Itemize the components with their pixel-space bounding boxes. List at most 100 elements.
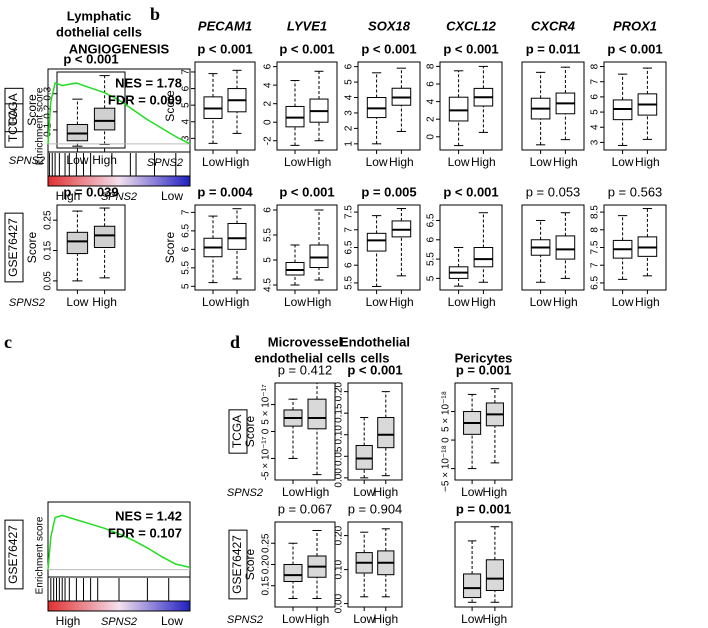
plot-frame [454,521,513,608]
box [285,262,305,276]
y-tick-label: 0 [441,437,452,443]
y-tick-label: 8 [426,63,437,69]
y-tick-label: 0.10 [334,425,345,445]
x-tick-label: High [553,295,578,309]
panel-title: Lymphatic [67,8,132,23]
y-axis-label: Score [243,416,257,448]
x-tick-label: High [553,155,578,169]
y-tick-label: 6.5 [590,276,601,290]
panel-title: ANGIOGENESIS [69,41,170,56]
box [309,244,329,268]
y-axis-label: Score [25,232,39,264]
panel-title: dothelial cells [56,24,142,39]
y-tick-label: 6 [181,246,192,252]
x-tick-label: High [92,153,117,167]
plot-frame [347,521,403,608]
y-tick-label: 2 [263,100,274,106]
x-tick-label: High [305,485,330,499]
p-value: p = 0.412 [278,362,333,377]
panel-title: CXCL12 [446,18,497,33]
box [227,222,247,250]
x-tick-label: Low [353,612,375,626]
y-tick-label: 2 [426,116,437,122]
plot-frame [439,204,503,291]
x-tick-label: Low [461,485,483,499]
plot-frame [357,61,421,151]
x-tick-label: High [307,155,332,169]
p-value: p < 0.001 [63,51,118,66]
x-tick-label: Low [353,485,375,499]
y-tick-label: 7 [590,79,601,85]
y-tick-label: 6.5 [181,223,192,237]
y-tick-label: 3 [181,135,192,141]
y-tick-label: -2 [263,136,274,145]
p-value: p < 0.001 [361,41,416,56]
panel-letter: c [4,332,12,352]
annotation: NES = 1.78 [115,75,182,90]
row-label-box [228,409,248,454]
panel-title: Endothelial [340,334,410,349]
y-tick-label: 0.15 [261,576,272,596]
y-tick-label: 0.05 [43,271,54,291]
y-tick-label: 4 [181,119,192,125]
x-axis-label: SPNS2 [101,191,137,203]
box [66,231,89,255]
p-value: p = 0.001 [456,501,511,516]
y-tick-label: 5.5 [181,260,192,274]
plot-frame [521,61,585,151]
x-tick-label: Low [282,485,304,499]
x-tick-label: Low [282,612,304,626]
y-tick-label: 8 [590,63,601,69]
y-tick-label: 3 [344,110,355,116]
y-tick-label: 3 [590,139,601,145]
y-tick-label: 8.5 [590,205,601,219]
y-axis-label: Score [163,232,177,264]
y-tick-label: 7 [181,209,192,215]
p-value: p < 0.001 [197,41,252,56]
y-tick-label: 0.15 [334,403,345,423]
y-tick-label: 8 [590,227,601,233]
row-label-box [4,519,24,590]
y-tick-label: 4 [344,94,355,100]
x-tick-label: High [92,295,117,309]
x-axis-label: SPNS2 [101,616,137,628]
y-axis-label: Enrichment score [35,516,46,594]
y-tick-label: 0.20 [261,554,272,574]
y-tick-label: 7 [344,227,355,233]
row-label-box [228,529,248,600]
row-label-box [4,103,24,148]
y-tick-label: 0.10 [334,559,345,579]
panel-title: SOX18 [368,18,411,33]
x-tick-label: Low [66,295,88,309]
x-axis-label: SPNS2 [9,297,45,309]
x-tick-label: Low [366,295,388,309]
annotation: FDR = 0.009 [108,92,182,107]
box [448,96,469,122]
x-axis-label: SPNS2 [227,614,263,626]
box [377,416,395,449]
y-tick-label: 6 [344,262,355,268]
y-tick-label: 6 [263,63,274,69]
box [307,398,327,430]
p-value: p = 0.067 [278,501,333,516]
x-tick-label: High [305,612,330,626]
p-value: p = 0.005 [361,184,416,199]
y-tick-label: 6.5 [344,240,355,254]
p-value: p = 0.001 [456,362,511,377]
plot-frame [276,61,338,151]
y-tick-label: 6 [426,81,437,87]
p-value: p < 0.001 [279,41,334,56]
y-tick-label: 0.25 [261,533,272,553]
p-value: p < 0.001 [347,362,402,377]
y-tick-label: 7 [181,69,192,75]
y-tick-label: 5 × 10⁻¹⁸ [441,391,452,432]
y-tick-label: 4 [426,98,437,104]
row-label: TCGA [6,93,20,126]
y-tick-label: 7.5 [344,205,355,219]
annotation: NES = 1.42 [115,508,182,523]
x-tick-label: High [635,295,660,309]
panel-title: Microvessel [268,334,342,349]
row-label: GSE76427 [230,535,244,594]
